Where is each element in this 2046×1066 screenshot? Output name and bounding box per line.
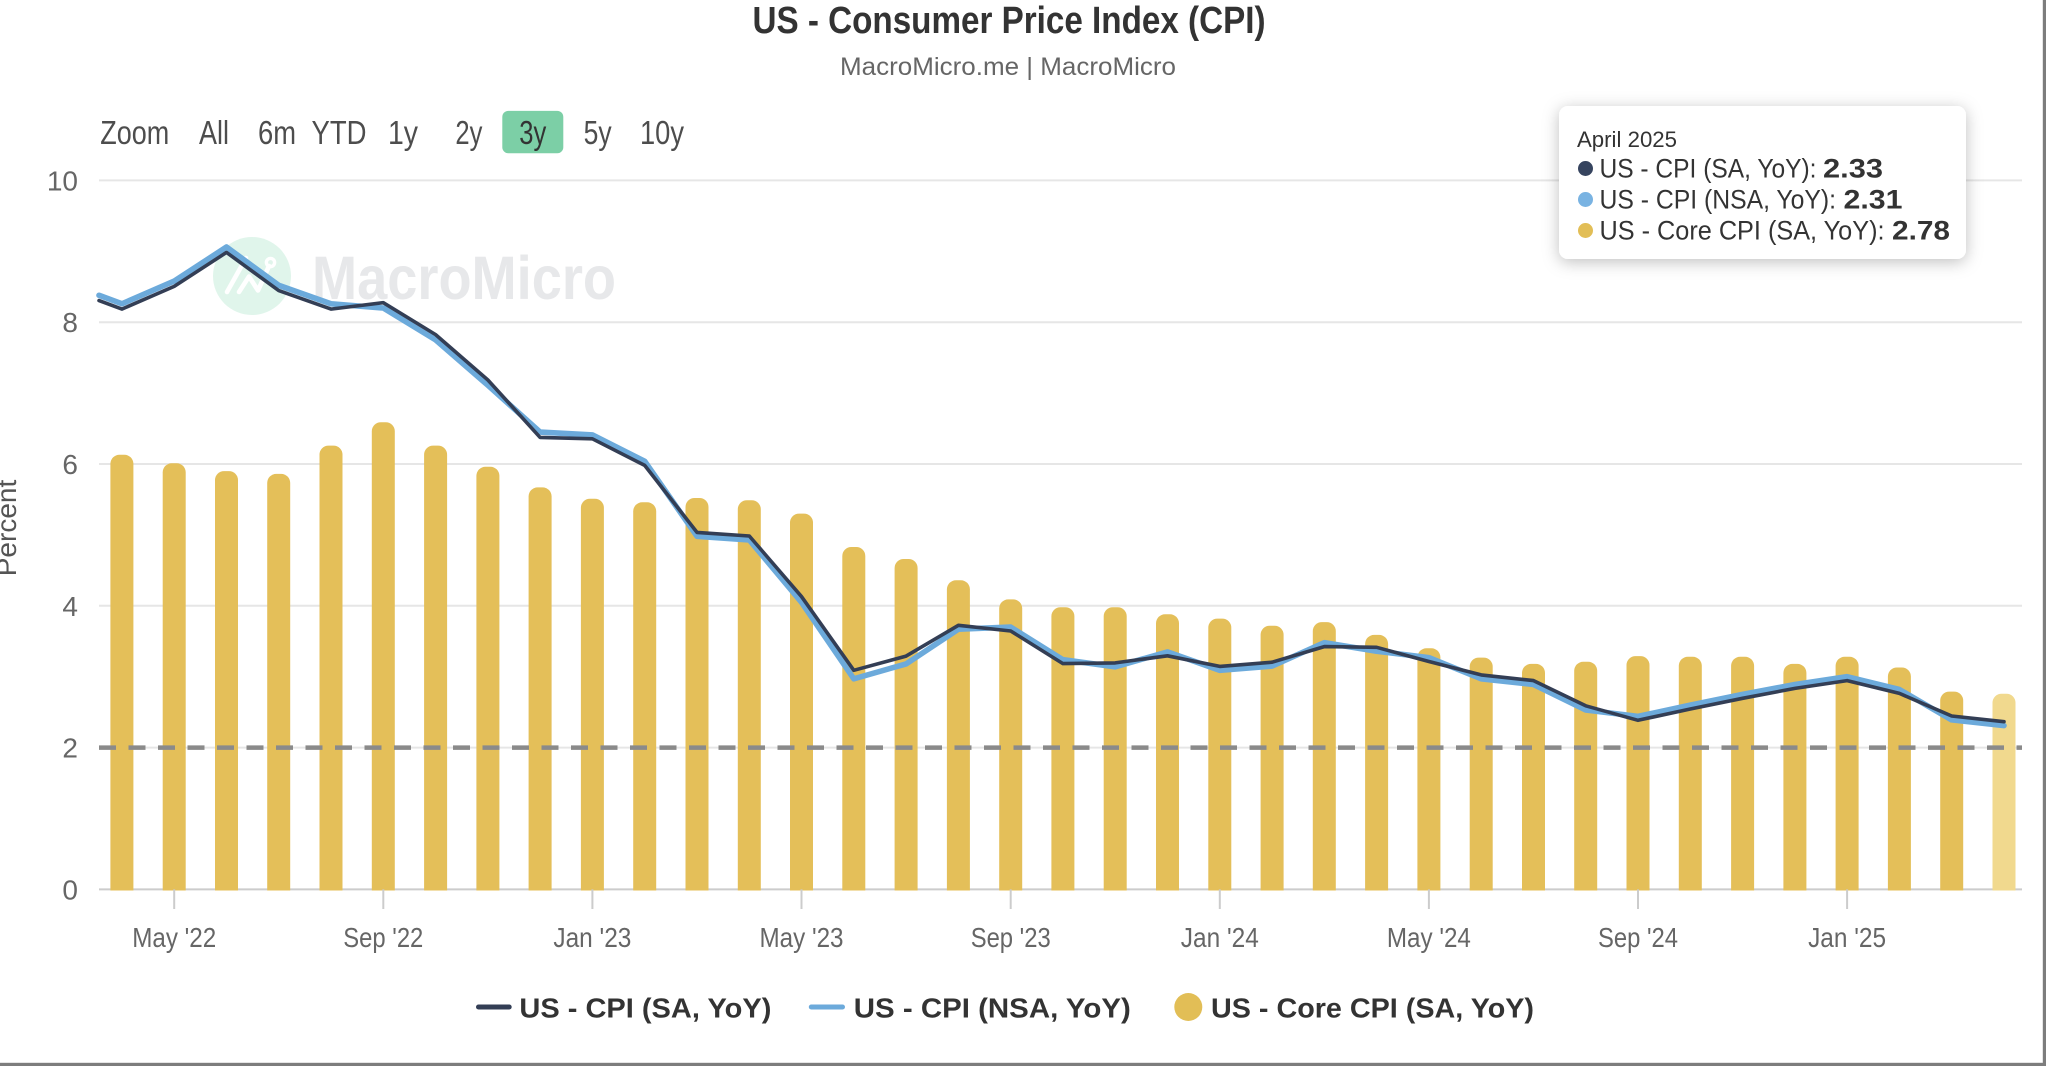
svg-text:May '22: May '22	[132, 922, 216, 953]
svg-text:May '24: May '24	[1387, 922, 1471, 953]
svg-text:Sep '23: Sep '23	[971, 922, 1051, 953]
svg-text:1y: 1y	[388, 114, 418, 151]
svg-text:US - CPI (SA, YoY):: US - CPI (SA, YoY):	[1600, 154, 1817, 184]
svg-text:MacroMicro: MacroMicro	[312, 244, 616, 312]
svg-text:4: 4	[62, 591, 78, 622]
svg-text:April 2025: April 2025	[1577, 127, 1677, 152]
svg-text:8: 8	[62, 307, 78, 338]
svg-text:US - CPI (NSA, YoY): US - CPI (NSA, YoY)	[854, 993, 1131, 1024]
svg-text:6: 6	[62, 449, 78, 480]
svg-text:US - Consumer Price Index (CPI: US - Consumer Price Index (CPI)	[753, 0, 1266, 42]
svg-text:Jan '25: Jan '25	[1808, 922, 1886, 953]
svg-text:Sep '22: Sep '22	[343, 922, 423, 953]
svg-text:US - Core CPI (SA, YoY): US - Core CPI (SA, YoY)	[1211, 993, 1534, 1024]
svg-text:2.33: 2.33	[1823, 154, 1883, 184]
svg-text:US - CPI (NSA, YoY):: US - CPI (NSA, YoY):	[1600, 185, 1837, 215]
svg-text:YTD: YTD	[312, 114, 367, 151]
svg-text:US - Core CPI (SA, YoY):: US - Core CPI (SA, YoY):	[1600, 216, 1885, 246]
svg-text:2: 2	[62, 733, 78, 764]
svg-text:US - CPI (SA, YoY): US - CPI (SA, YoY)	[519, 993, 771, 1024]
svg-text:2.31: 2.31	[1844, 185, 1903, 215]
svg-text:3y: 3y	[519, 114, 546, 151]
svg-text:2y: 2y	[455, 114, 482, 151]
svg-text:10y: 10y	[640, 114, 684, 151]
svg-text:MacroMicro.me | MacroMicro: MacroMicro.me | MacroMicro	[840, 53, 1176, 81]
svg-text:10: 10	[47, 165, 78, 196]
svg-text:Percent: Percent	[0, 480, 22, 577]
svg-text:Jan '23: Jan '23	[553, 922, 631, 953]
svg-text:5y: 5y	[584, 114, 612, 151]
svg-text:0: 0	[62, 874, 78, 905]
svg-text:May '23: May '23	[760, 922, 844, 953]
svg-text:Sep '24: Sep '24	[1598, 922, 1678, 953]
svg-text:All: All	[199, 114, 229, 151]
svg-text:2.78: 2.78	[1892, 216, 1950, 246]
svg-text:Jan '24: Jan '24	[1181, 922, 1259, 953]
svg-text:6m: 6m	[258, 114, 296, 151]
svg-text:Zoom: Zoom	[100, 114, 169, 151]
